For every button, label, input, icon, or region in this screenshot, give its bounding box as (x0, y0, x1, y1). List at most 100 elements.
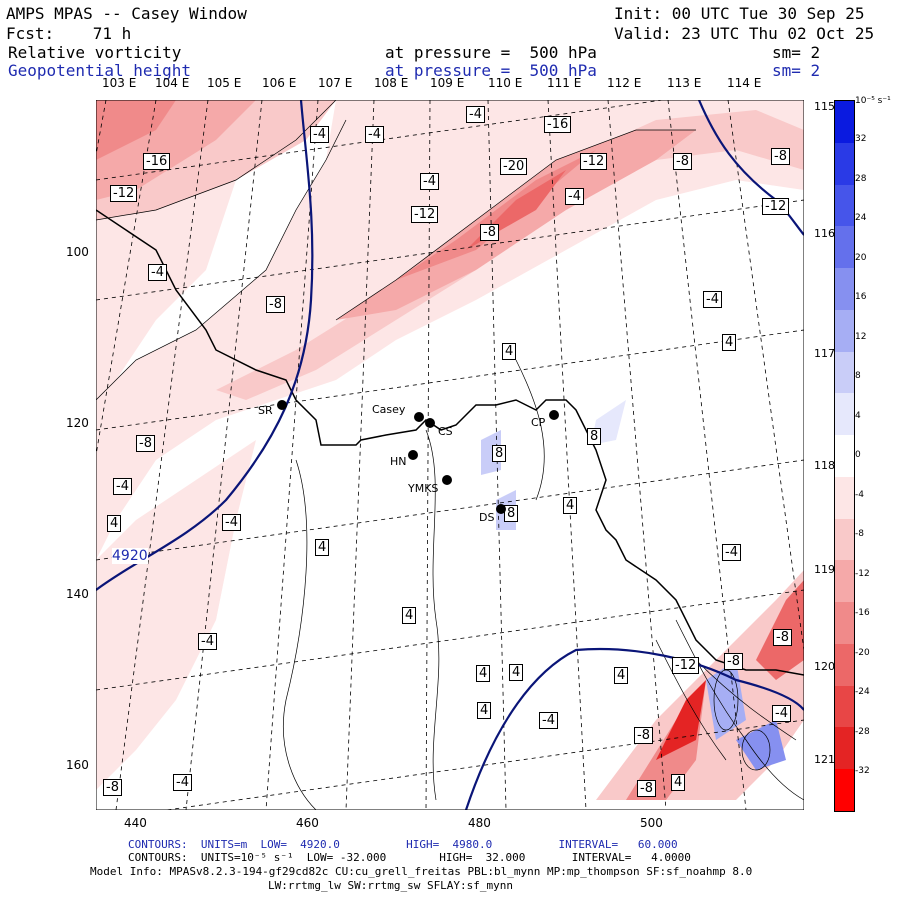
contour-label: -20 (500, 158, 528, 175)
station-dot-casey (414, 412, 424, 422)
map-title: AMPS MPAS -- Casey Window (6, 4, 247, 23)
contour-label: -8 (634, 727, 653, 744)
x-tick: 460 (296, 816, 319, 830)
colorbar-label: 4 (855, 410, 861, 421)
height-contour-label: 4920 (112, 548, 148, 564)
lon-label: 111 E (547, 76, 582, 90)
contour-label: -12 (580, 153, 608, 170)
colorbar-label: -20 (855, 647, 870, 658)
contour-label: -4 (539, 712, 558, 729)
colorbar-swatch (835, 727, 854, 770)
contour-label: 4 (477, 702, 492, 719)
contour-label: 8 (492, 445, 507, 462)
contour-label: 4 (402, 607, 417, 624)
height-contours (96, 100, 804, 810)
footer-model-info: Model Info: MPASv8.2.3-194-gf29cd82c CU:… (90, 865, 753, 878)
colorbar-swatch (835, 184, 854, 227)
contour-label: -4 (198, 633, 217, 650)
colorbar-label: -28 (855, 726, 870, 737)
contour-label: -4 (420, 173, 439, 190)
lon-label: 105 E (207, 76, 242, 90)
contour-label: -8 (480, 224, 499, 241)
init-time: Init: 00 UTC Tue 30 Sep 25 (614, 4, 865, 23)
contour-label: 4 (671, 774, 686, 791)
contour-label: -4 (466, 106, 485, 123)
colorbar-label: 28 (855, 173, 867, 184)
colorbar-label: 0 (855, 450, 861, 460)
contour-label: 4 (563, 497, 578, 514)
contour-label: -8 (266, 296, 285, 313)
valid-time: Valid: 23 UTC Thu 02 Oct 25 (614, 24, 875, 43)
field1-smoothing: sm= 2 (772, 43, 821, 62)
colorbar-label: 16 (855, 292, 867, 302)
field1-name: Relative vorticity (8, 43, 182, 62)
x-tick: 440 (124, 816, 147, 830)
contour-label: -4 (565, 188, 584, 205)
station-label-cs: CS (438, 425, 453, 438)
field1-level: at pressure = 500 hPa (385, 43, 597, 62)
contour-label: -4 (173, 774, 192, 791)
colorbar-swatch (835, 393, 854, 436)
colorbar-swatch (835, 643, 854, 686)
colorbar (834, 100, 855, 812)
station-label-ymks: YMKS (408, 482, 439, 495)
station-dot-cp (549, 410, 559, 420)
station-label-casey: Casey (372, 403, 406, 416)
colorbar-label: -4 (855, 489, 864, 500)
contour-label: -8 (637, 780, 656, 797)
colorbar-label: 8 (855, 371, 861, 381)
colorbar-swatch (835, 142, 854, 185)
map-plot (96, 100, 804, 810)
station-dot-ymks (442, 475, 452, 485)
colorbar-label: 32 (855, 134, 867, 144)
y-tick: 160 (66, 758, 89, 772)
contour-label: -8 (773, 629, 792, 646)
contour-label: -4 (113, 478, 132, 495)
field2-smoothing: sm= 2 (772, 61, 821, 80)
lon-label: 113 E (667, 76, 702, 90)
lon-label: 103 E (102, 76, 137, 90)
contour-label: 4 (722, 334, 737, 351)
contour-label: 4 (502, 343, 517, 360)
contour-label: 4 (509, 664, 524, 681)
colorbar-label: -8 (855, 529, 864, 539)
colorbar-label: 12 (855, 331, 867, 342)
station-dot-ds (496, 504, 506, 514)
lon-label: 110 E (488, 76, 523, 90)
colorbar-swatch (835, 268, 854, 310)
station-label-sr: SR (258, 404, 273, 417)
contour-label: 8 (504, 505, 519, 522)
lon-label: 106 E (262, 76, 297, 90)
contour-label: -4 (365, 126, 384, 143)
colorbar-label: -12 (855, 568, 870, 579)
colorbar-label: -24 (855, 687, 870, 697)
footer-vorticity-contours: CONTOURS: UNITS=10⁻⁵ s⁻¹ LOW= -32.000 HI… (128, 851, 691, 864)
contour-label: -4 (148, 264, 167, 281)
colorbar-label: -32 (855, 766, 870, 776)
lon-label: 109 E (430, 76, 465, 90)
footer-model-info-2: LW:rrtmg_lw SW:rrtmg_sw SFLAY:sf_mynn (268, 879, 514, 892)
colorbar-swatch (835, 518, 854, 561)
contour-label: 8 (587, 428, 602, 445)
colorbar-label: -16 (855, 608, 870, 618)
vorticity-fill (96, 100, 804, 800)
y-tick: 100 (66, 245, 89, 259)
contour-label: 4 (315, 539, 330, 556)
contour-label: 4 (476, 665, 491, 682)
contour-label: -8 (673, 153, 692, 170)
y-tick: 120 (66, 416, 89, 430)
colorbar-swatch (835, 476, 854, 519)
contour-label: -4 (703, 291, 722, 308)
lon-label: 104 E (155, 76, 190, 90)
x-tick: 500 (640, 816, 663, 830)
colorbar-unit: 10⁻⁵ s⁻¹ (855, 96, 891, 106)
contour-label: -12 (110, 185, 138, 202)
station-dot-cs (425, 418, 435, 428)
colorbar-swatch (835, 101, 854, 143)
vorticity-contours (96, 100, 804, 810)
contour-label: 4 (614, 667, 629, 684)
contour-label: -8 (103, 779, 122, 796)
contour-label: -12 (762, 198, 790, 215)
footer-height-contours: CONTOURS: UNITS=m LOW= 4920.0 HIGH= 4980… (128, 838, 678, 851)
y-tick: 140 (66, 587, 89, 601)
